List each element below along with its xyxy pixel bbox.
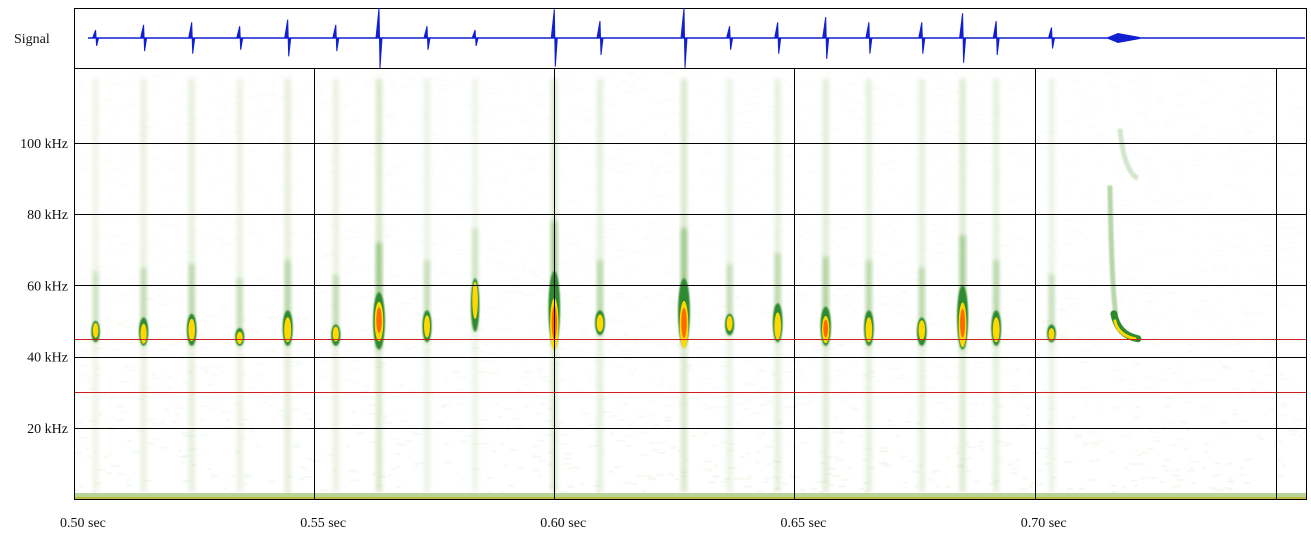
signal-pulse [332, 24, 340, 52]
signal-pulse [1047, 27, 1056, 49]
spectrogram-frame [74, 68, 1307, 500]
signal-pulse [236, 26, 244, 50]
call-sweep [866, 260, 872, 346]
signal-pulse [865, 22, 873, 54]
signal-pulse [91, 29, 100, 47]
fm-sweep-trace [1107, 185, 1119, 315]
signal-panel [74, 7, 1307, 69]
low-frequency-edge [74, 497, 1307, 499]
call-peak [823, 319, 828, 338]
signal-pulse [284, 19, 292, 57]
signal-pulse [1105, 33, 1140, 43]
y-tick-label: 60 kHz [27, 279, 68, 294]
call-peak [960, 308, 966, 338]
signal-pulse [774, 22, 782, 54]
call-sweep [727, 263, 733, 336]
call-sweep [189, 263, 195, 346]
call-peak [376, 307, 382, 334]
call-core [92, 323, 99, 338]
call-core [774, 312, 781, 340]
x-tick-label: 0.70 sec [1021, 516, 1067, 531]
y-tick-label: 80 kHz [27, 208, 68, 223]
signal-pulse [471, 29, 479, 47]
call-sweep [993, 260, 999, 346]
call-core [1048, 328, 1055, 341]
call-core [188, 318, 195, 342]
y-tick-label: 100 kHz [20, 137, 68, 152]
signal-pulse [596, 20, 604, 56]
call-core [726, 315, 733, 331]
spectrogram-background [74, 68, 1307, 499]
call-core [918, 320, 926, 341]
call-sweep [93, 271, 99, 343]
fm-harmonic [1117, 128, 1140, 181]
call-sweep [775, 253, 781, 343]
signal-pulse [550, 9, 558, 67]
call-sweep [919, 267, 925, 346]
x-tick-label: 0.65 sec [781, 516, 827, 531]
signal-pulse [139, 24, 148, 52]
call-core [424, 315, 430, 338]
x-tick-label: 0.60 sec [540, 516, 586, 531]
signal-pulse [918, 22, 926, 54]
call-core [332, 326, 339, 342]
fm-sweep-call [1107, 128, 1142, 343]
call-sweep [597, 260, 603, 336]
y-tick-label: 20 kHz [27, 422, 68, 437]
call-sweep [823, 256, 829, 346]
x-tick-label: 0.55 sec [300, 516, 346, 531]
fm-sweep-core [1113, 319, 1137, 341]
y-tick-label: 40 kHz [27, 351, 68, 366]
signal-pulse [188, 22, 196, 54]
signal-pulse [423, 26, 431, 50]
call-sweep [141, 267, 147, 346]
call-sweep [1049, 274, 1054, 343]
call-core [284, 317, 292, 343]
call-core [236, 331, 243, 344]
call-core [596, 314, 604, 332]
grid-lines [74, 68, 1307, 499]
x-tick-label: 0.50 sec [60, 516, 106, 531]
call-sweep [333, 274, 339, 346]
call-sweep [285, 260, 291, 346]
call-sweep [424, 260, 430, 343]
signal-pulse [959, 13, 967, 63]
signal-pulse [725, 26, 734, 50]
call-core [472, 281, 478, 320]
call-core [865, 317, 873, 343]
signal-label: Signal [14, 32, 50, 47]
call-core [140, 323, 147, 344]
signal-pulse [822, 17, 830, 59]
call-peak [681, 307, 687, 339]
call-core [992, 317, 1000, 343]
signal-pulse [992, 20, 1000, 56]
call-sweep [237, 278, 243, 346]
low-frequency-band [74, 493, 1307, 497]
